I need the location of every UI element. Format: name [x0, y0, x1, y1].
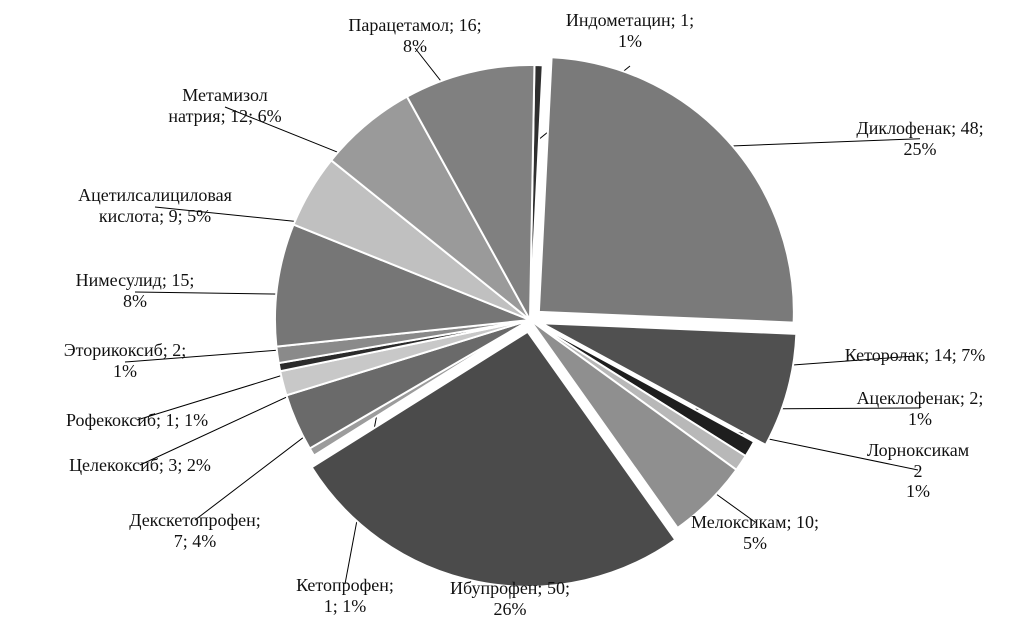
slice-label-line: Ибупрофен; 50;	[450, 578, 570, 599]
slice-label: Метамизолнатрия; 12; 6%	[168, 85, 281, 126]
slice-label-line: Лорноксикам	[867, 440, 969, 461]
slice-label: Ацеклофенак; 2;1%	[857, 388, 984, 429]
slice-label-line: 1; 1%	[296, 596, 394, 617]
slice-label-line: Нимесулид; 15;	[76, 270, 195, 291]
slice-label-line: Метамизол	[168, 85, 281, 106]
slice-label: Лорноксикам21%	[867, 440, 969, 502]
slice-label: Кетопрофен;1; 1%	[296, 575, 394, 616]
slice-label-line: Эторикоксиб; 2;	[64, 340, 187, 361]
slice-label: Мелоксикам; 10;5%	[691, 512, 819, 553]
pie-slice	[539, 57, 794, 322]
slice-label-line: Парацетамол; 16;	[348, 15, 481, 36]
slice-label-line: Ацеклофенак; 2;	[857, 388, 984, 409]
pie-chart: Индометацин; 1;1%Диклофенак; 48;25%Кетор…	[0, 0, 1024, 644]
slice-label-line: Целекоксиб; 3; 2%	[69, 455, 211, 476]
slice-label-line: Рофекоксиб; 1; 1%	[66, 410, 208, 431]
slice-label-line: Декскетопрофен;	[129, 510, 261, 531]
slice-label-line: 1%	[566, 31, 694, 52]
slice-label: Эторикоксиб; 2;1%	[64, 340, 187, 381]
slice-label: Декскетопрофен;7; 4%	[129, 510, 261, 551]
slice-label-line: Кетопрофен;	[296, 575, 394, 596]
slice-label-line: 1%	[867, 481, 969, 502]
slice-label: Индометацин; 1;1%	[566, 10, 694, 51]
slice-label-line: кислота; 9; 5%	[78, 206, 232, 227]
slice-label-line: 7; 4%	[129, 531, 261, 552]
slice-label: Нимесулид; 15;8%	[76, 270, 195, 311]
slice-label: Целекоксиб; 3; 2%	[69, 455, 211, 476]
slice-label-line: 26%	[450, 599, 570, 620]
slice-label-line: Диклофенак; 48;	[856, 118, 983, 139]
slice-label-line: 8%	[76, 291, 195, 312]
slice-label: Диклофенак; 48;25%	[856, 118, 983, 159]
slice-label: Рофекоксиб; 1; 1%	[66, 410, 208, 431]
slice-label-line: 25%	[856, 139, 983, 160]
slice-label: Ацетилсалициловаякислота; 9; 5%	[78, 185, 232, 226]
slice-label-line: Кеторолак; 14; 7%	[845, 345, 985, 366]
slice-label-line: Индометацин; 1;	[566, 10, 694, 31]
slice-label-line: Ацетилсалициловая	[78, 185, 232, 206]
slice-label-line: Мелоксикам; 10;	[691, 512, 819, 533]
slice-label-line: 1%	[857, 409, 984, 430]
slice-label: Парацетамол; 16;8%	[348, 15, 481, 56]
slice-label-line: 8%	[348, 36, 481, 57]
slice-label: Ибупрофен; 50;26%	[450, 578, 570, 619]
slice-label-line: натрия; 12; 6%	[168, 106, 281, 127]
slice-label: Кеторолак; 14; 7%	[845, 345, 985, 366]
slice-label-line: 5%	[691, 533, 819, 554]
slice-label-line: 2	[867, 461, 969, 482]
slice-label-line: 1%	[64, 361, 187, 382]
